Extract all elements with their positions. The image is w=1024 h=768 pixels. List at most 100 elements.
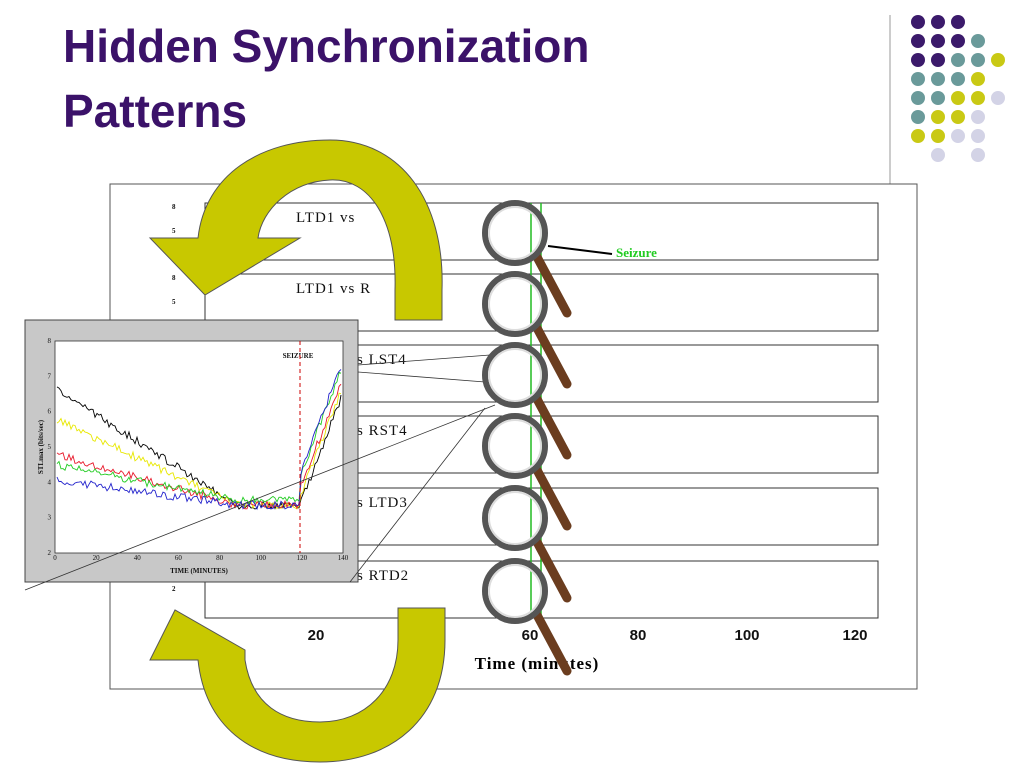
cycle-arrows [148,139,446,763]
dot [951,15,965,29]
dot [911,129,925,143]
magnifier-handle [532,465,572,531]
seizure-label: Seizure [616,245,657,260]
connector-line [24,404,496,591]
magnifier-ring [482,413,548,479]
dot [911,110,925,124]
panel-y-tick: 8 [172,274,176,282]
inset-x-tick: 80 [216,554,224,562]
magnifier-ring-inner [488,419,542,473]
magnifier-ring [482,485,548,551]
panel-label: s LTD3 [357,495,408,511]
inset-y-tick: 5 [48,443,52,451]
connector-line [357,371,486,383]
dot [931,53,945,67]
dot [951,53,965,67]
dot [991,53,1005,67]
dot [971,91,985,105]
inset-x-tick: 20 [93,554,101,562]
x-tick-label: 80 [630,627,647,644]
dot [931,110,945,124]
title-line: Hidden Synchronization [63,20,589,72]
top-arrow [148,139,443,321]
panel-y-tick: 5 [172,298,176,306]
inset-x-tick: 120 [297,554,308,562]
inset-trace [56,369,342,511]
panel-y-tick: 8 [172,203,176,211]
panel-label: LTD1 vs R [296,281,371,297]
inset-plot [54,340,344,554]
magnifier-ring [482,200,548,266]
dot [951,129,965,143]
x-axis-label: Time (minutes) [475,654,600,673]
dot [971,148,985,162]
magnifier-ring-inner [488,277,542,331]
seizure-pointer [547,245,613,255]
panel-label: s RST4 [357,423,408,439]
magnifier-ring [482,271,548,337]
magnifier-handle [532,394,572,460]
dot [951,91,965,105]
dot [911,53,925,67]
inset-y-tick: 4 [48,478,52,486]
dot [951,72,965,86]
inset-y-tick: 6 [48,408,52,416]
dot [951,110,965,124]
title-line: Patterns [63,85,247,137]
magnifier-ring-inner [488,491,542,545]
inset-x-tick: 40 [134,554,142,562]
inset-x-label: TIME (MINUTES) [170,567,228,575]
inset-x-tick: 60 [175,554,183,562]
magnifier-ring [482,342,548,408]
dot [971,72,985,86]
dot [951,34,965,48]
magnifiers [482,200,572,676]
magnifier-handle [532,537,572,603]
magnifier-ring-inner [488,348,542,402]
dot-decoration [911,15,1005,162]
inset-y-tick: 2 [48,549,52,557]
magnifier-handle [532,252,572,318]
dot [931,34,945,48]
magnifier-handle [532,610,572,676]
x-tick-label: 20 [308,627,325,644]
dot [971,110,985,124]
inset-y-tick: 7 [48,372,52,380]
panel-label: LTD1 vs [296,210,355,226]
magnifier-ring-inner [488,564,542,618]
dot [931,72,945,86]
connector-line [357,354,491,366]
magnifier-handle [532,323,572,389]
inset-trace [56,371,342,505]
dot [971,129,985,143]
dot [911,34,925,48]
panel-y-tick: 2 [172,585,176,593]
panel-label: s LST4 [357,352,407,368]
panel-y-tick: 5 [172,227,176,235]
magnifier-ring [482,558,548,624]
dot [971,53,985,67]
dot [931,91,945,105]
inset-figure: 0 20 40 60 80 100 120 140 2 3 4 5 6 7 8 TIME (MINUTES) S… [24,337,496,591]
inset-x-tick: 100 [255,554,266,562]
dot [991,91,1005,105]
dot [911,15,925,29]
inset-y-tick: 8 [48,337,52,345]
inset-y-tick: 3 [48,514,52,522]
panel-label: s RTD2 [357,568,409,584]
inset-x-tick: 0 [53,554,57,562]
dot [971,34,985,48]
magnifier-ring-inner [488,206,542,260]
bottom-arrow [149,607,446,763]
inset-x-tick: 140 [338,554,349,562]
dot [931,148,945,162]
dot [931,15,945,29]
connector-line [349,407,486,583]
x-tick-label: 60 [522,627,539,644]
x-tick-label: 120 [842,627,867,644]
dot [911,72,925,86]
dot [931,129,945,143]
dot [911,91,925,105]
x-tick-label: 100 [734,627,759,644]
